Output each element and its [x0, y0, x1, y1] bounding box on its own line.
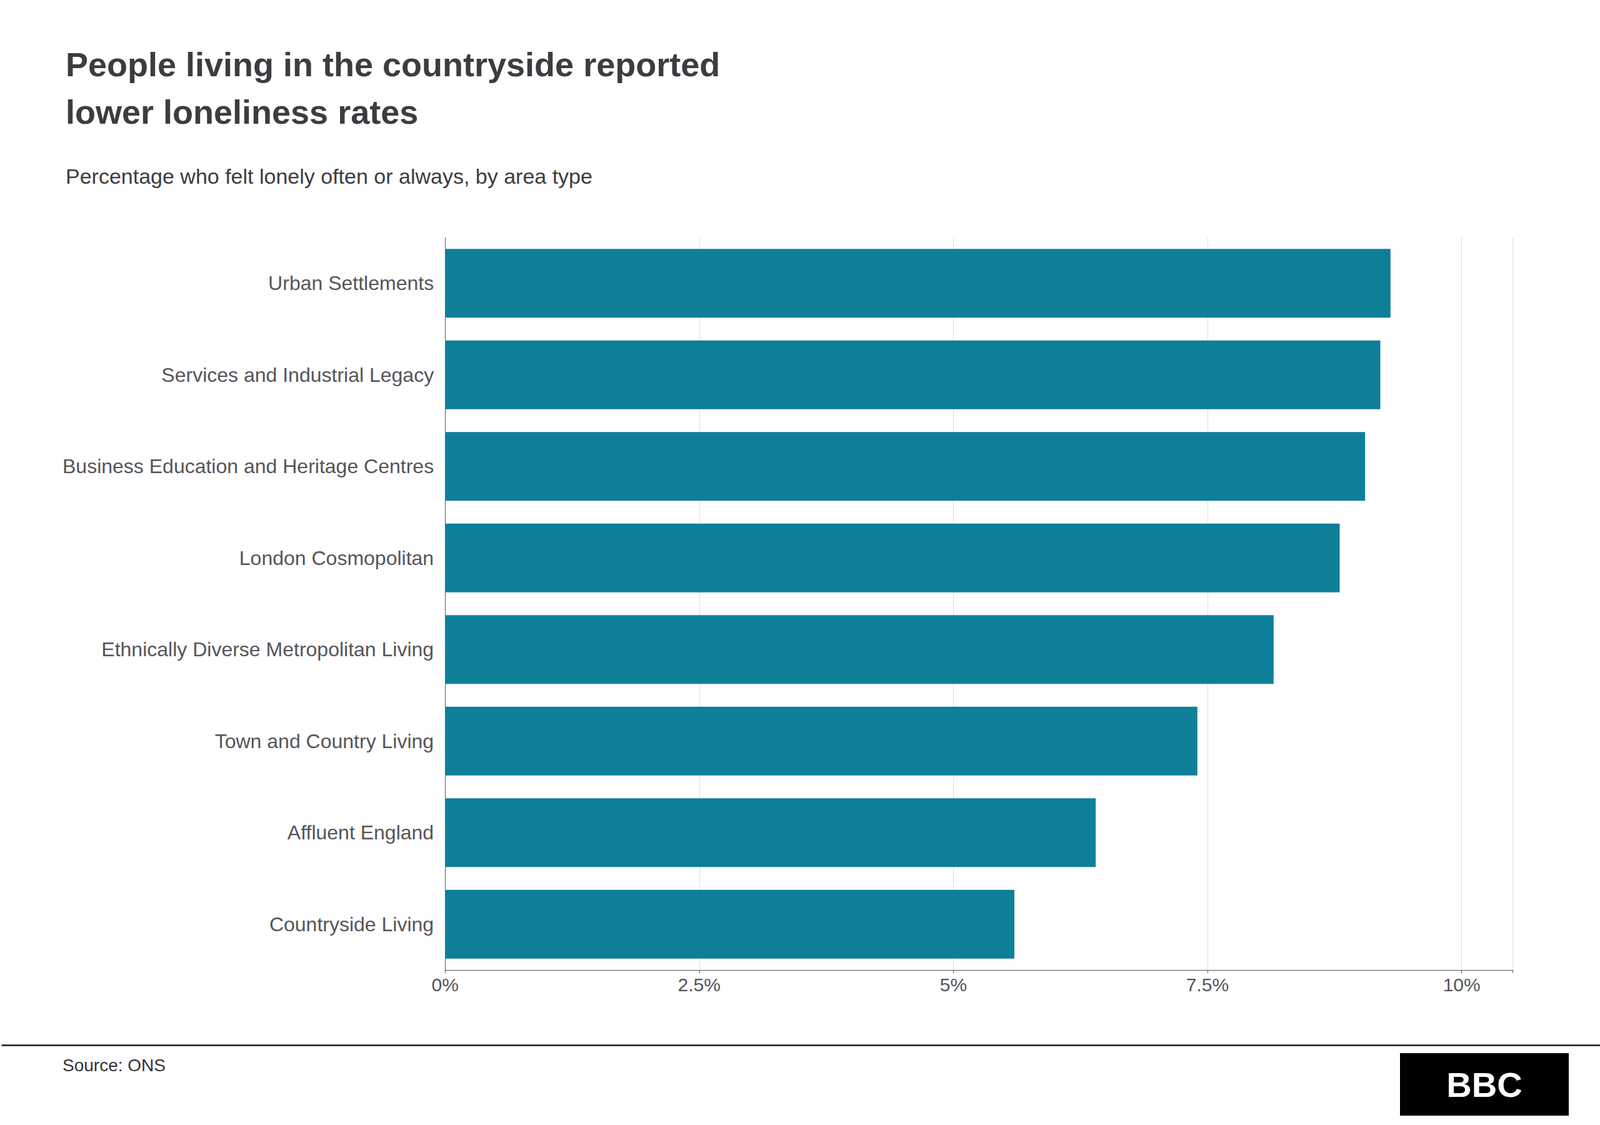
svg-text:Business Education and Heritag: Business Education and Heritage Centres	[62, 455, 434, 478]
svg-text:lower loneliness rates: lower loneliness rates	[65, 93, 419, 131]
svg-text:People living in the countrysi: People living in the countryside reporte…	[65, 45, 720, 84]
svg-text:Source: ONS: Source: ONS	[62, 1055, 166, 1075]
svg-text:Services and Industrial Legacy: Services and Industrial Legacy	[161, 363, 434, 387]
svg-text:Ethnically Diverse Metropolita: Ethnically Diverse Metropolitan Living	[101, 638, 434, 661]
svg-text:BBC: BBC	[1446, 1065, 1522, 1105]
svg-text:Town and Country Living: Town and Country Living	[215, 730, 434, 753]
svg-text:Countryside Living: Countryside Living	[269, 913, 434, 936]
svg-text:Affluent England: Affluent England	[287, 821, 434, 844]
svg-text:London Cosmopolitan: London Cosmopolitan	[239, 546, 434, 570]
svg-text:5%: 5%	[940, 974, 967, 995]
svg-text:7.5%: 7.5%	[1186, 974, 1229, 995]
svg-text:2.5%: 2.5%	[678, 974, 721, 995]
svg-text:10%: 10%	[1443, 974, 1481, 995]
svg-text:Percentage who felt lonely oft: Percentage who felt lonely often or alwa…	[65, 164, 593, 189]
svg-text:0%: 0%	[431, 974, 459, 995]
svg-text:Urban Settlements: Urban Settlements	[268, 271, 434, 295]
